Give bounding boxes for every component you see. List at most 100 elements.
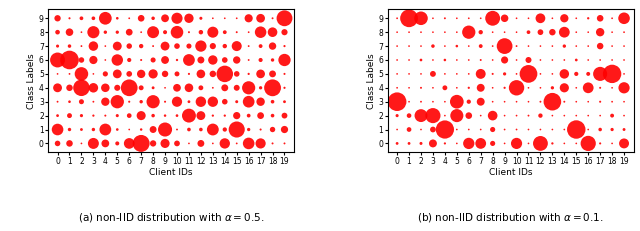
Point — [184, 44, 194, 48]
Point — [571, 128, 581, 131]
Point — [476, 44, 486, 48]
Point — [220, 114, 230, 117]
Point — [112, 142, 122, 145]
Point — [607, 114, 617, 117]
Point — [416, 128, 426, 131]
Point — [136, 114, 147, 117]
Point — [463, 44, 474, 48]
Point — [160, 44, 170, 48]
Point — [392, 16, 402, 20]
Point — [559, 114, 570, 117]
Point — [511, 114, 522, 117]
Point — [404, 100, 414, 103]
Point — [244, 86, 254, 90]
Point — [452, 142, 462, 145]
Point — [65, 86, 75, 90]
Point — [172, 72, 182, 76]
Point — [511, 100, 522, 103]
Point — [255, 44, 266, 48]
Point — [136, 30, 147, 34]
Point — [112, 86, 122, 90]
Point — [208, 58, 218, 62]
Point — [595, 86, 605, 90]
Point — [88, 44, 99, 48]
Point — [76, 114, 86, 117]
Point — [124, 72, 134, 76]
Point — [280, 16, 290, 20]
Point — [559, 44, 570, 48]
Point — [511, 142, 522, 145]
Point — [112, 44, 122, 48]
Point — [607, 58, 617, 62]
Point — [619, 100, 629, 103]
Point — [595, 72, 605, 76]
Point — [136, 16, 147, 20]
Point — [463, 30, 474, 34]
Point — [428, 16, 438, 20]
Point — [440, 72, 450, 76]
Point — [280, 30, 290, 34]
Point — [52, 44, 63, 48]
Point — [404, 44, 414, 48]
Point — [595, 58, 605, 62]
Point — [463, 58, 474, 62]
Point — [428, 58, 438, 62]
Point — [392, 30, 402, 34]
Point — [619, 142, 629, 145]
Point — [76, 100, 86, 103]
Point — [52, 16, 63, 20]
Point — [607, 100, 617, 103]
Point — [524, 86, 534, 90]
Point — [255, 72, 266, 76]
Point — [52, 30, 63, 34]
Point — [583, 72, 593, 76]
Point — [524, 100, 534, 103]
Point — [52, 142, 63, 145]
Point — [428, 100, 438, 103]
Point — [124, 86, 134, 90]
Point — [232, 100, 242, 103]
Point — [488, 72, 498, 76]
Point — [559, 100, 570, 103]
Point — [547, 72, 557, 76]
Point — [184, 100, 194, 103]
Point — [619, 58, 629, 62]
Point — [232, 86, 242, 90]
Point — [65, 114, 75, 117]
Point — [124, 100, 134, 103]
Point — [559, 58, 570, 62]
Point — [172, 44, 182, 48]
Point — [136, 128, 147, 131]
Point — [208, 86, 218, 90]
Point — [172, 16, 182, 20]
Point — [404, 86, 414, 90]
Point — [112, 128, 122, 131]
Point — [124, 114, 134, 117]
Point — [280, 142, 290, 145]
Point — [184, 128, 194, 131]
Point — [280, 58, 290, 62]
Point — [196, 16, 206, 20]
Point — [404, 58, 414, 62]
Point — [244, 100, 254, 103]
Point — [124, 44, 134, 48]
Point — [280, 114, 290, 117]
Point — [268, 30, 278, 34]
Point — [392, 114, 402, 117]
Point — [124, 58, 134, 62]
Point — [196, 86, 206, 90]
Point — [280, 44, 290, 48]
Point — [535, 30, 545, 34]
Point — [416, 30, 426, 34]
Point — [255, 30, 266, 34]
Point — [136, 58, 147, 62]
Point — [148, 44, 158, 48]
Point — [404, 142, 414, 145]
Point — [196, 58, 206, 62]
Point — [463, 16, 474, 20]
Point — [476, 86, 486, 90]
Point — [88, 142, 99, 145]
Point — [583, 58, 593, 62]
Point — [428, 44, 438, 48]
Point — [499, 114, 509, 117]
